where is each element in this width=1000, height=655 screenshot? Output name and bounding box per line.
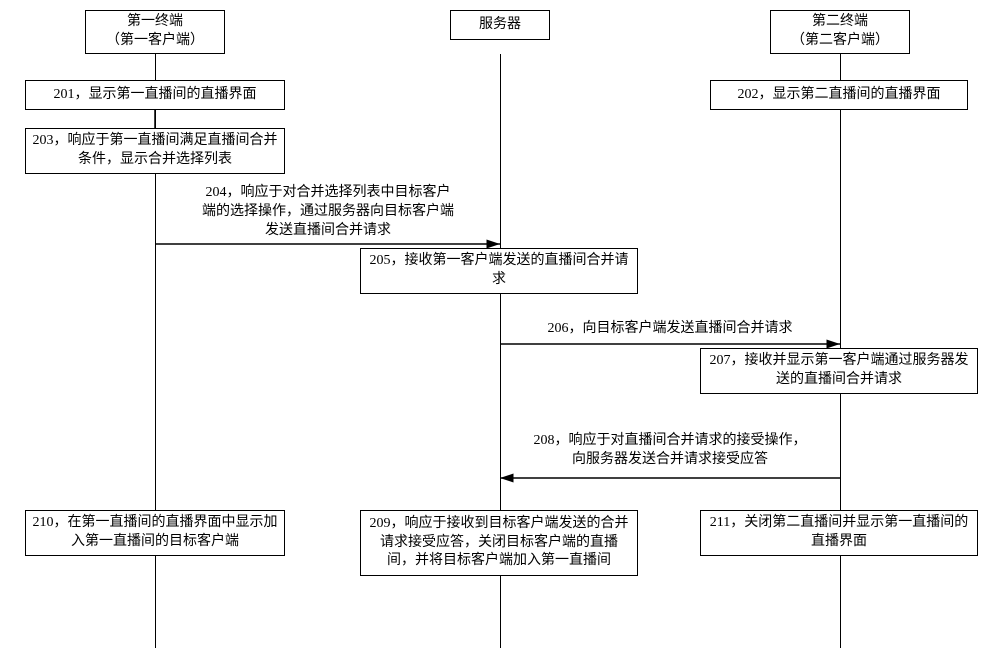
lane-header-left-label: 第一终端（第一客户端） — [106, 13, 204, 51]
lane-header-right-label: 第二终端（第二客户端） — [791, 13, 889, 51]
node-202-text: 202，显示第二直播间的直播界面 — [738, 86, 941, 105]
node-205: 205，接收第一客户端发送的直播间合并请求 — [360, 248, 638, 294]
node-211-text: 211，关闭第二直播间并显示第一直播间的直播界面 — [707, 514, 971, 552]
lane-header-left: 第一终端（第一客户端） — [85, 10, 225, 54]
lane-header-right: 第二终端（第二客户端） — [770, 10, 910, 54]
node-201-text: 201，显示第一直播间的直播界面 — [54, 86, 257, 105]
node-207: 207，接收并显示第一客户端通过服务器发送的直播间合并请求 — [700, 348, 978, 394]
msg-206-label: 206，向目标客户端发送直播间合并请求 — [530, 320, 810, 339]
msg-208-label: 208，响应于对直播间合并请求的接受操作，向服务器发送合并请求接受应答 — [532, 432, 808, 470]
node-209-text: 209，响应于接收到目标客户端发送的合并请求接受应答，关闭目标客户端的直播间，并… — [367, 515, 631, 572]
node-203: 203，响应于第一直播间满足直播间合并条件，显示合并选择列表 — [25, 128, 285, 174]
node-210: 210，在第一直播间的直播界面中显示加入第一直播间的目标客户端 — [25, 510, 285, 556]
lane-header-center: 服务器 — [450, 10, 550, 40]
node-210-text: 210，在第一直播间的直播界面中显示加入第一直播间的目标客户端 — [32, 514, 278, 552]
node-201: 201，显示第一直播间的直播界面 — [25, 80, 285, 110]
lane-header-center-label: 服务器 — [479, 16, 521, 35]
node-207-text: 207，接收并显示第一客户端通过服务器发送的直播间合并请求 — [707, 352, 971, 390]
node-209: 209，响应于接收到目标客户端发送的合并请求接受应答，关闭目标客户端的直播间，并… — [360, 510, 638, 576]
node-202: 202，显示第二直播间的直播界面 — [710, 80, 968, 110]
node-211: 211，关闭第二直播间并显示第一直播间的直播界面 — [700, 510, 978, 556]
msg-204-label: 204，响应于对合并选择列表中目标客户端的选择操作，通过服务器向目标客户端发送直… — [200, 184, 456, 241]
node-205-text: 205，接收第一客户端发送的直播间合并请求 — [367, 252, 631, 290]
node-203-text: 203，响应于第一直播间满足直播间合并条件，显示合并选择列表 — [32, 132, 278, 170]
